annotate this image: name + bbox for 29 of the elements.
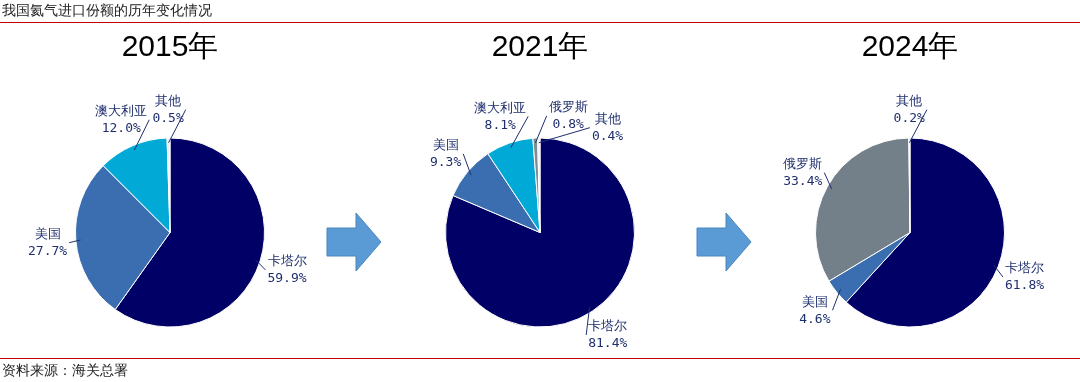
slice-label: 澳大利亚: [474, 99, 527, 115]
slice-label: 美国: [34, 226, 61, 242]
slice-label: 卡塔尔: [1005, 260, 1044, 276]
data-label: 33.4%: [783, 173, 823, 189]
data-label: 81.4%: [588, 335, 628, 351]
slice-label: 其他: [594, 111, 621, 127]
chart-title: 2024年: [861, 29, 959, 63]
slice-label: 卡塔尔: [267, 253, 307, 269]
data-label: 0.8%: [552, 116, 584, 132]
chart-title: 2021年: [491, 29, 589, 63]
data-label: 12.0%: [101, 120, 141, 136]
data-label: 61.8%: [1004, 277, 1045, 293]
slice-label: 其他: [896, 93, 923, 109]
slice-label: 美国: [801, 293, 828, 309]
data-label: 0.4%: [591, 128, 624, 144]
data-label: 9.3%: [429, 154, 462, 170]
text: 我国氦气进口份额的历年变化情况: [2, 2, 212, 20]
slice-label: 卡塔尔: [588, 318, 628, 334]
slice-label: 其他: [155, 93, 182, 109]
text: 资料来源：海关总署: [2, 362, 128, 380]
data-label: 8.1%: [484, 116, 517, 132]
data-label: 59.9%: [267, 270, 307, 286]
slice-label: 俄罗斯: [783, 156, 823, 172]
slice-label: 澳大利亚: [95, 103, 148, 119]
slice-label: 美国: [432, 137, 459, 153]
data-label: 27.7%: [28, 243, 68, 259]
data-label: 4.6%: [799, 310, 831, 326]
slice-label: 俄罗斯: [548, 99, 588, 115]
chart-title: 2015年: [121, 29, 219, 63]
